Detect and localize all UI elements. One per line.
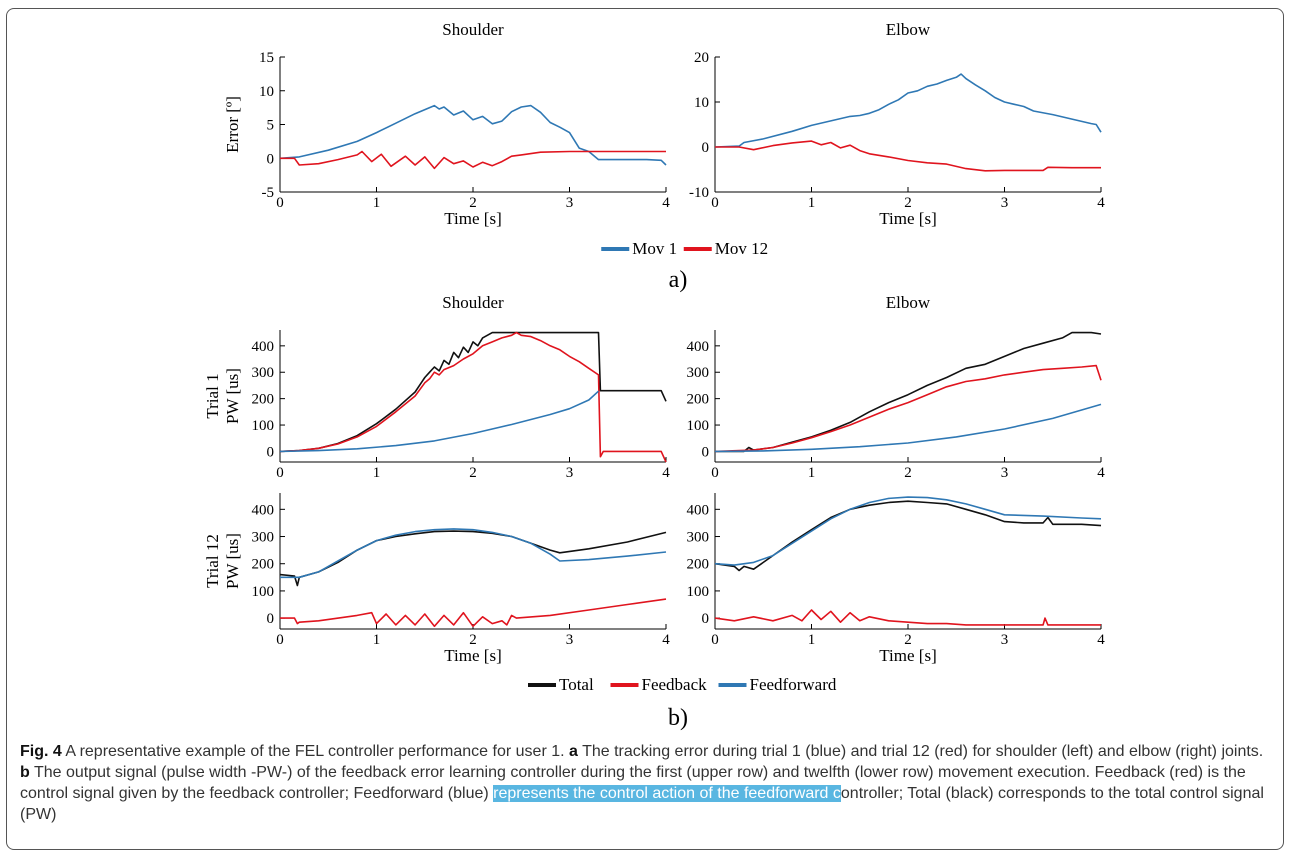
b-elbow-trial1-series-feedback [715, 366, 1101, 452]
b-elbow-trial12-x-tick-label: 3 [1001, 632, 1009, 648]
a-elbow-series-mov-12 [715, 141, 1101, 171]
b-shoulder-trial12-y-label: Trial 12 [203, 534, 222, 588]
b-elbow-trial1-title: Elbow [886, 293, 931, 312]
caption-a-text: The tracking error during trial 1 (blue)… [578, 743, 1263, 760]
b-shoulder-trial12-series-feedback [280, 599, 666, 626]
b-elbow-trial12-series-total [715, 501, 1101, 570]
a-elbow-y-tick-label: 10 [694, 95, 709, 111]
b-shoulder-trial12-y-tick-label: 400 [252, 502, 275, 518]
b-shoulder-trial12-x-tick-label: 0 [276, 632, 284, 648]
caption-intro: A representative example of the FEL cont… [62, 743, 569, 760]
b-shoulder-trial1-x-tick-label: 4 [662, 465, 670, 481]
b-shoulder-trial1-title: Shoulder [442, 293, 504, 312]
b-shoulder-trial1-x-tick-label: 0 [276, 465, 284, 481]
a-shoulder-x-label: Time [s] [444, 209, 501, 228]
b-elbow-trial1-y-tick-label: 400 [687, 339, 710, 355]
b-shoulder-trial12-x-tick-label: 3 [566, 632, 574, 648]
b-elbow-trial12-y-tick-label: 300 [687, 530, 710, 546]
b-shoulder-trial1-y-tick-label: 300 [252, 365, 275, 381]
b-shoulder-trial1-series-feedback [280, 333, 666, 462]
b-shoulder-trial1-y-tick-label: 400 [252, 339, 275, 355]
b-shoulder-trial12-series-feedforward [280, 529, 666, 577]
b-elbow-trial12-y-tick-label: 200 [687, 557, 710, 573]
legend_b-label: Feedback [642, 675, 708, 694]
b-shoulder-trial1-x-tick-label: 2 [469, 465, 477, 481]
b-elbow-trial12-y-tick-label: 0 [702, 611, 710, 627]
a-shoulder-x-tick-label: 1 [373, 195, 381, 211]
b-elbow-trial12-y-tick-label: 100 [687, 584, 710, 600]
a-shoulder-y-tick-label: 10 [259, 84, 274, 100]
b-shoulder-trial12-x-tick-label: 4 [662, 632, 670, 648]
b-elbow-trial12-series-feedforward [715, 497, 1101, 565]
b-shoulder-trial12-y-tick-label: 300 [252, 530, 275, 546]
figure-caption: Fig. 4 A representative example of the F… [20, 741, 1270, 825]
panel-b-label: b) [668, 705, 688, 731]
a-elbow-x-tick-label: 4 [1097, 195, 1105, 211]
b-elbow-trial12-y-tick-label: 400 [687, 502, 710, 518]
b-elbow-trial1-y-tick-label: 0 [702, 444, 710, 460]
b-shoulder-trial1-series-feedforward [280, 391, 599, 451]
a-shoulder-y-label: Error [º] [223, 96, 242, 153]
b-elbow-trial12-x-tick-label: 4 [1097, 632, 1105, 648]
b-elbow-trial12-x-tick-label: 0 [711, 632, 719, 648]
b-elbow-trial1-series-total [715, 333, 1101, 452]
a-shoulder-title: Shoulder [442, 20, 504, 39]
b-elbow-trial12-x-tick-label: 1 [808, 632, 816, 648]
a-shoulder-series-mov-1 [280, 106, 666, 165]
a-elbow-x-tick-label: 3 [1001, 195, 1009, 211]
b-elbow-trial1-x-tick-label: 4 [1097, 465, 1105, 481]
b-shoulder-trial1-x-tick-label: 1 [373, 465, 381, 481]
b-shoulder-trial1-y-tick-label: 100 [252, 418, 275, 434]
a-shoulder-y-tick-label: 15 [259, 50, 274, 66]
legend_a-label: Mov 12 [715, 239, 768, 258]
legend_b-label: Total [559, 675, 594, 694]
b-elbow-trial1-series-feedforward [715, 404, 1101, 451]
b-shoulder-trial12-y-tick-label: 200 [252, 557, 275, 573]
b-shoulder-trial1-x-tick-label: 3 [566, 465, 574, 481]
b-shoulder-trial12-y-tick-label: 0 [267, 611, 275, 627]
legend_b-label: Feedforward [750, 675, 837, 694]
a-shoulder-x-tick-label: 4 [662, 195, 670, 211]
b-shoulder-trial12-x-tick-label: 1 [373, 632, 381, 648]
a-shoulder-x-tick-label: 0 [276, 195, 284, 211]
a-elbow-x-label: Time [s] [879, 209, 936, 228]
a-elbow-y-tick-label: 0 [702, 140, 710, 156]
a-elbow-y-tick-label: 20 [694, 50, 709, 66]
a-shoulder-x-tick-label: 3 [566, 195, 574, 211]
legend_a-label: Mov 1 [632, 239, 677, 258]
a-elbow-x-tick-label: 0 [711, 195, 719, 211]
b-elbow-trial1-x-tick-label: 2 [904, 465, 912, 481]
caption-a-label: a [569, 743, 578, 760]
a-shoulder-y-tick-label: -5 [262, 185, 275, 201]
b-shoulder-trial12-y-tick-label: 100 [252, 584, 275, 600]
b-shoulder-trial12-y-label: PW [us] [223, 533, 242, 589]
b-shoulder-trial1-y-label: Trial 1 [203, 373, 222, 418]
b-elbow-trial1-y-tick-label: 300 [687, 365, 710, 381]
b-elbow-trial12-x-label: Time [s] [879, 646, 936, 665]
b-elbow-trial1-y-tick-label: 100 [687, 418, 710, 434]
a-elbow-series-mov-1 [715, 74, 1101, 147]
b-elbow-trial1-x-tick-label: 3 [1001, 465, 1009, 481]
caption-b-label: b [20, 764, 30, 781]
panel-a-label: a) [669, 267, 688, 293]
b-shoulder-trial1-y-label: PW [us] [223, 368, 242, 424]
caption-selected-text[interactable]: represents the control action of the fee… [493, 785, 841, 802]
a-shoulder-y-tick-label: 5 [267, 118, 275, 134]
a-shoulder-y-tick-label: 0 [267, 151, 275, 167]
b-elbow-trial12-series-feedback [715, 610, 1101, 625]
b-shoulder-trial1-y-tick-label: 200 [252, 392, 275, 408]
a-elbow-x-tick-label: 1 [808, 195, 816, 211]
a-elbow-title: Elbow [886, 20, 931, 39]
b-elbow-trial1-y-tick-label: 200 [687, 392, 710, 408]
b-shoulder-trial1-y-tick-label: 0 [267, 444, 275, 460]
caption-fig-label: Fig. 4 [20, 743, 62, 760]
b-elbow-trial1-x-tick-label: 1 [808, 465, 816, 481]
b-elbow-trial1-x-tick-label: 0 [711, 465, 719, 481]
a-elbow-y-tick-label: -10 [689, 185, 709, 201]
b-shoulder-trial12-x-label: Time [s] [444, 646, 501, 665]
